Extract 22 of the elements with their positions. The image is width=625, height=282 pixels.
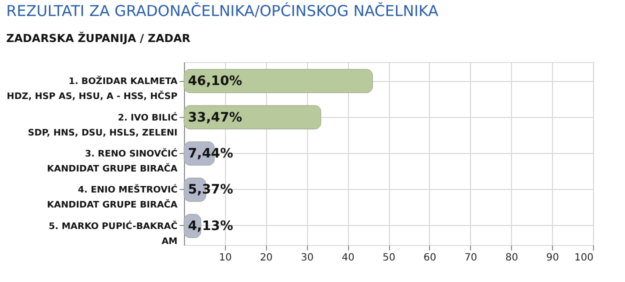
y-tick-label: 3. RENO SINOVČIĆ KANDIDAT GRUPE BIRAČA xyxy=(47,148,178,174)
data-label: 46,10% xyxy=(188,74,242,90)
x-tick-label: 70 xyxy=(464,252,478,264)
chart-title: REZULTATI ZA GRADONAČELNIKA/OPĆINSKOG NAČELNIKA xyxy=(6,2,440,20)
data-label: 33,47% xyxy=(188,110,242,126)
chart-subtitle: ZADARSKA ŽUPANIJA / ZADAR xyxy=(6,31,191,45)
y-tick-label: 5. MARKO PUPIĆ-BAKRAČ AM xyxy=(48,220,178,247)
y-tick-label: 2. IVO BILIĆ SDP, HNS, DSU, HSLS, ZELENI xyxy=(28,111,178,138)
x-tick-label: 40 xyxy=(342,252,354,264)
y-tick-label: 1. BOŽIDAR KALMETA HDZ, HSP AS, HSU, A - HSS, HČSP xyxy=(6,75,178,102)
x-tick-label: 30 xyxy=(300,252,314,264)
x-tick-label: 80 xyxy=(505,252,518,264)
y-tick-label: 4. ENIO MEŠTROVIĆ KANDIDAT GRUPE BIRAČA xyxy=(47,184,178,211)
x-tick-label: 100 xyxy=(574,252,594,264)
data-label: 5,37% xyxy=(188,182,234,198)
data-label: 7,44% xyxy=(188,146,234,162)
x-tick-label: 50 xyxy=(382,252,396,264)
x-tick-label: 60 xyxy=(424,252,436,264)
x-tick-label: 20 xyxy=(260,252,273,264)
x-tick-label: 90 xyxy=(546,252,559,264)
data-label: 4,13% xyxy=(188,218,234,234)
x-tick-label: 10 xyxy=(219,252,232,264)
